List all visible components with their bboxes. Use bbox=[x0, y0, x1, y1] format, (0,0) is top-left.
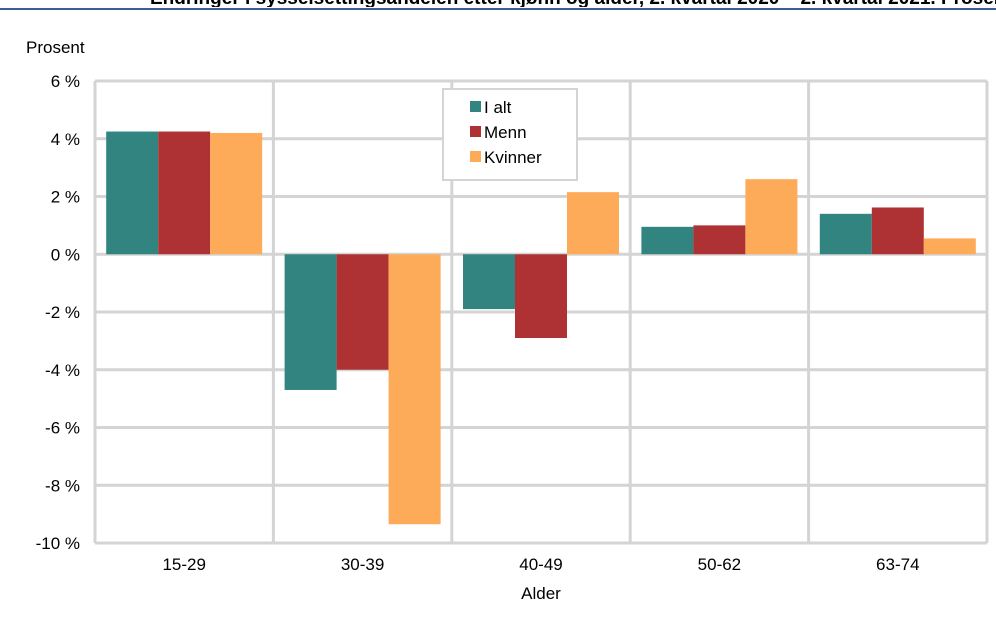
bar bbox=[923, 238, 976, 255]
chart-header-text: Endringer i sysselsettingsandelen etter … bbox=[150, 0, 996, 9]
y-tick-label: -2 % bbox=[45, 303, 80, 322]
bar bbox=[336, 254, 389, 370]
x-tick-label: 30-39 bbox=[341, 555, 384, 574]
bar bbox=[463, 254, 515, 310]
y-tick-label: 2 % bbox=[51, 188, 80, 207]
y-tick-label: -10 % bbox=[36, 534, 80, 553]
bar bbox=[210, 132, 263, 255]
x-tick-label: 50-62 bbox=[698, 555, 741, 574]
bar bbox=[388, 254, 441, 525]
y-tick-label: -6 % bbox=[45, 419, 80, 438]
x-axis-label: Alder bbox=[521, 584, 561, 603]
bar bbox=[158, 131, 211, 255]
y-tick-label: 6 % bbox=[51, 72, 80, 91]
y-tick-label: -8 % bbox=[45, 476, 80, 495]
x-tick-label: 15-29 bbox=[162, 555, 205, 574]
bar bbox=[284, 254, 337, 390]
bar bbox=[567, 192, 619, 255]
legend: I alt Menn Kvinner bbox=[442, 88, 578, 181]
bar bbox=[693, 225, 746, 255]
y-axis-ticks: -10 % -8 % -6 % -4 % -2 % 0 % 2 % 4 % 6 % bbox=[36, 72, 80, 553]
legend-label: Menn bbox=[484, 123, 527, 142]
y-tick-label: 0 % bbox=[51, 245, 80, 264]
legend-swatch bbox=[470, 126, 481, 137]
bar bbox=[745, 179, 798, 255]
bar bbox=[871, 207, 924, 255]
x-tick-label: 40-49 bbox=[519, 555, 562, 574]
y-tick-label: 4 % bbox=[51, 130, 80, 149]
legend-label: I alt bbox=[484, 98, 512, 117]
y-axis-label: Prosent bbox=[26, 38, 85, 57]
legend-box bbox=[442, 88, 578, 181]
bar bbox=[106, 131, 159, 255]
y-tick-label: -4 % bbox=[45, 361, 80, 380]
bars bbox=[106, 131, 976, 525]
legend-label: Kvinner bbox=[484, 148, 542, 167]
bar bbox=[819, 213, 872, 255]
legend-swatch bbox=[470, 101, 481, 112]
x-axis-ticks: 15-29 30-39 40-49 50-62 63-74 bbox=[162, 555, 919, 574]
legend-swatch bbox=[470, 151, 481, 162]
bar bbox=[515, 254, 567, 338]
x-tick-label: 63-74 bbox=[876, 555, 919, 574]
bar bbox=[641, 226, 694, 255]
